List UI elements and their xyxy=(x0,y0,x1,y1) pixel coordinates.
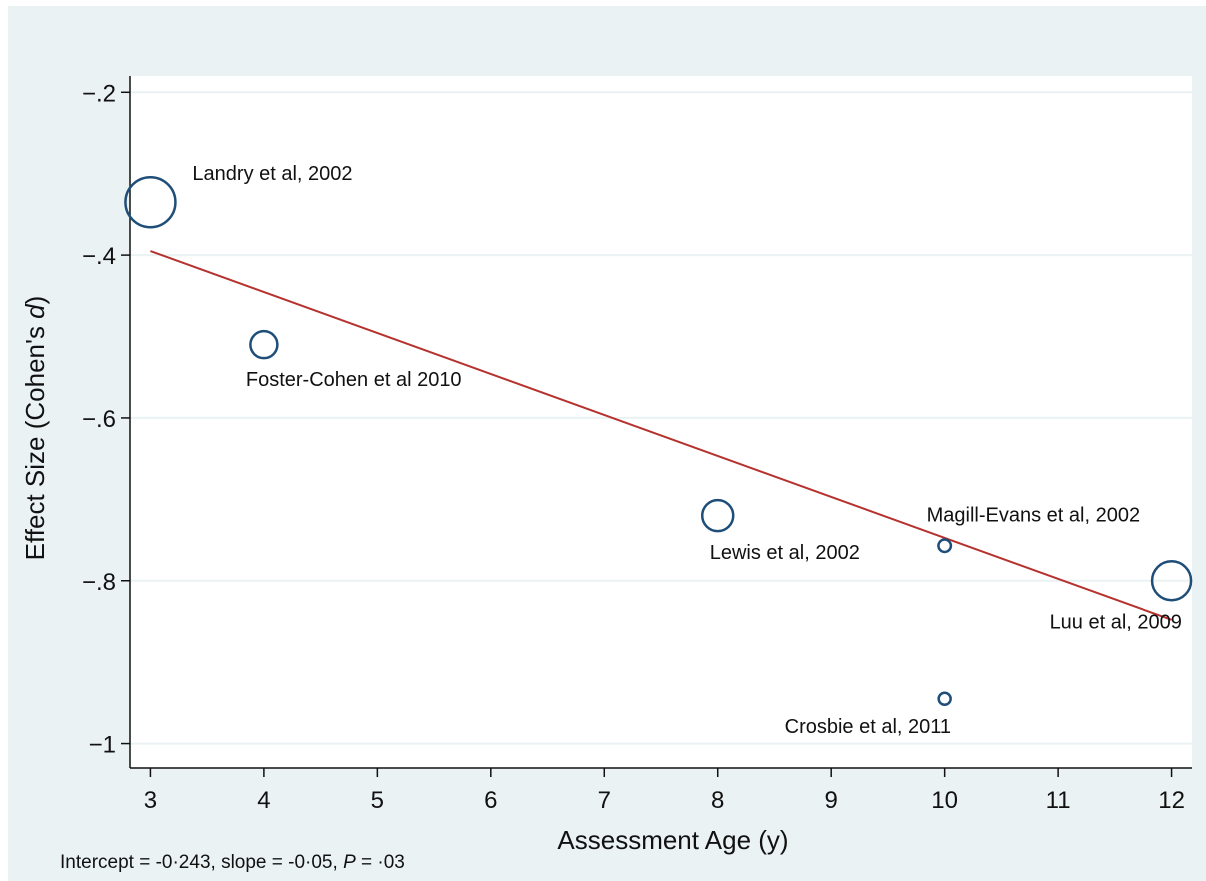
data-point-label: Magill-Evans et al, 2002 xyxy=(927,505,1140,527)
data-point xyxy=(1150,560,1193,602)
note-p: P xyxy=(343,852,356,873)
data-point xyxy=(124,175,177,229)
y-tick-label: −.4 xyxy=(82,243,116,270)
x-tick-label: 7 xyxy=(598,787,611,814)
data-point xyxy=(249,329,279,360)
chart-frame: −.2 −.4 −.6 −.8 −1 3 4 5 6 7 8 9 10 11 12 Landry et al… xyxy=(8,6,1206,881)
x-tick-label: 11 xyxy=(1046,787,1071,814)
x-axis-title: Assessment Age (y) xyxy=(557,825,788,855)
x-tick-label: 8 xyxy=(711,787,724,814)
note-prefix: Intercept = -0·243, slope = -0·05, xyxy=(60,852,344,873)
regression-line xyxy=(150,250,1172,621)
regression-note: Intercept = -0·243, slope = -0·05, P = ·… xyxy=(60,852,405,874)
data-points: Landry et al, 2002 Foster-Cohen et al 201… xyxy=(124,163,1193,738)
x-tick-label: 6 xyxy=(484,787,497,814)
data-point xyxy=(937,691,952,707)
data-point xyxy=(937,538,953,554)
x-tick-label: 9 xyxy=(825,787,838,814)
y-tick-label: −.2 xyxy=(82,80,116,107)
y-axis-title-italic: d xyxy=(20,303,50,319)
note-suffix: = ·03 xyxy=(355,852,405,873)
data-point-label: Landry et al, 2002 xyxy=(192,163,352,185)
scatter-chart: −.2 −.4 −.6 −.8 −1 3 4 5 6 7 8 9 10 11 12 Landry et al… xyxy=(20,76,1193,855)
y-tick-label: −.6 xyxy=(82,406,116,433)
data-point xyxy=(700,498,735,533)
data-point-label: Crosbie et al, 2011 xyxy=(785,716,951,738)
y-axis-title-prefix: Effect Size (Cohen's xyxy=(20,319,50,561)
y-axis-title: Effect Size (Cohen's d) xyxy=(20,296,50,561)
x-tick-label: 10 xyxy=(931,787,958,814)
plot-area xyxy=(130,76,1192,768)
y-axis-title-suffix: ) xyxy=(20,296,50,305)
regression-line-group xyxy=(150,250,1172,621)
x-tick-label: 5 xyxy=(371,787,384,814)
y-tick-label: −.8 xyxy=(82,569,116,596)
x-tick-label: 3 xyxy=(144,787,157,814)
data-point-label: Foster-Cohen et al 2010 xyxy=(246,369,462,391)
x-tick-label: 4 xyxy=(257,787,270,814)
x-tick-label: 12 xyxy=(1158,787,1185,814)
y-tick-label: −1 xyxy=(89,732,116,759)
gridlines xyxy=(130,91,1192,745)
axes: −.2 −.4 −.6 −.8 −1 3 4 5 6 7 8 9 10 11 12 xyxy=(82,76,1192,814)
data-point-label: Lewis et al, 2002 xyxy=(710,542,860,564)
data-point-label: Luu et al, 2009 xyxy=(1050,611,1182,633)
